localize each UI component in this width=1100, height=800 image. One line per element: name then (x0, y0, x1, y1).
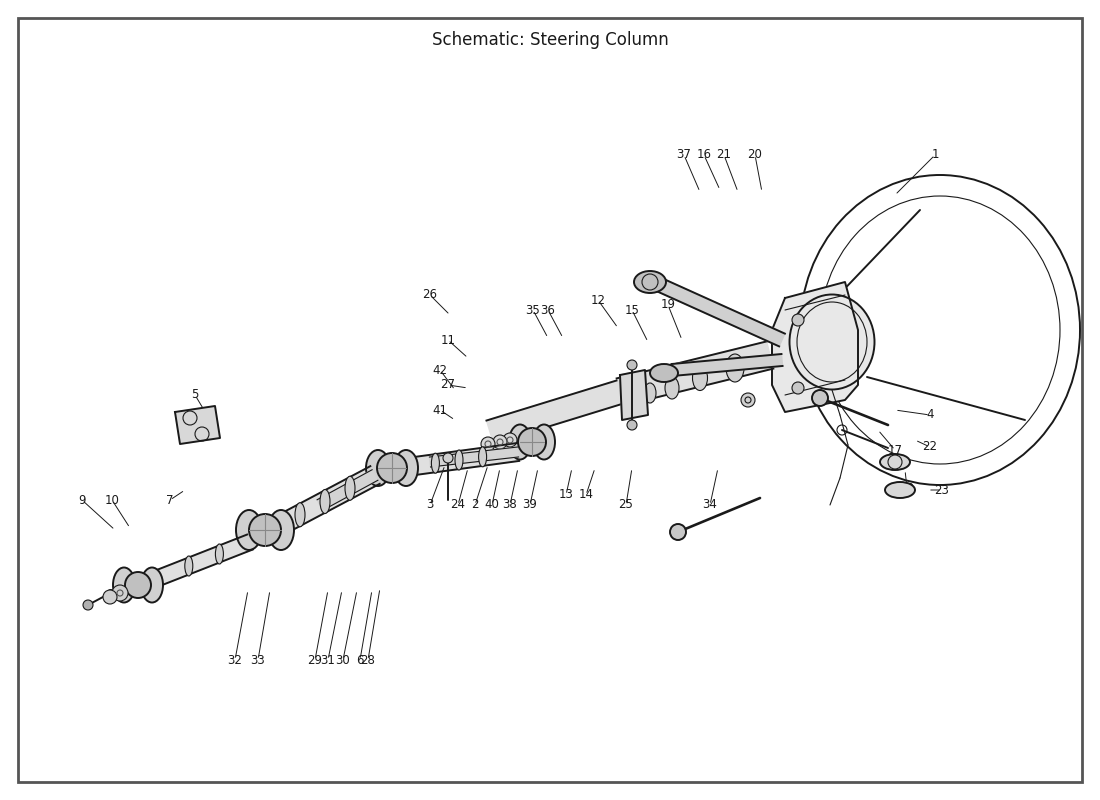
Text: 21: 21 (716, 149, 732, 162)
Circle shape (103, 590, 117, 604)
Text: 10: 10 (104, 494, 120, 506)
Circle shape (812, 390, 828, 406)
Text: 3: 3 (427, 498, 433, 511)
Text: 26: 26 (422, 289, 438, 302)
Ellipse shape (455, 450, 463, 470)
Polygon shape (772, 282, 858, 412)
Ellipse shape (509, 425, 531, 459)
Text: 14: 14 (579, 489, 594, 502)
Ellipse shape (880, 454, 910, 470)
Circle shape (493, 435, 507, 449)
Polygon shape (429, 447, 518, 467)
Circle shape (627, 360, 637, 370)
Text: 17: 17 (888, 443, 902, 457)
Circle shape (792, 382, 804, 394)
Text: 6: 6 (356, 654, 364, 666)
Ellipse shape (886, 482, 915, 498)
Text: 42: 42 (432, 363, 448, 377)
Text: 15: 15 (625, 303, 639, 317)
Polygon shape (317, 470, 378, 510)
Text: 39: 39 (522, 498, 538, 511)
Circle shape (670, 524, 686, 540)
Circle shape (481, 437, 495, 451)
Text: 2: 2 (471, 498, 478, 511)
Text: 38: 38 (503, 498, 517, 511)
Polygon shape (620, 370, 648, 420)
Text: 23: 23 (935, 483, 949, 497)
Ellipse shape (644, 383, 656, 403)
Text: 31: 31 (320, 654, 336, 666)
Ellipse shape (345, 476, 355, 500)
Ellipse shape (216, 544, 223, 564)
Text: 4: 4 (926, 409, 934, 422)
Text: 25: 25 (618, 498, 634, 511)
Polygon shape (175, 406, 220, 444)
Text: 30: 30 (336, 654, 351, 666)
Circle shape (792, 314, 804, 326)
Ellipse shape (236, 510, 262, 550)
Text: 34: 34 (703, 498, 717, 511)
Text: 35: 35 (526, 303, 540, 317)
Polygon shape (271, 466, 380, 537)
Text: 19: 19 (660, 298, 675, 311)
Polygon shape (671, 354, 782, 376)
Polygon shape (486, 381, 624, 443)
Text: 13: 13 (559, 489, 573, 502)
Circle shape (82, 600, 94, 610)
Polygon shape (657, 278, 785, 346)
Ellipse shape (666, 377, 679, 399)
Ellipse shape (650, 364, 678, 382)
Circle shape (503, 433, 517, 447)
Circle shape (443, 453, 453, 463)
Text: 24: 24 (451, 498, 465, 511)
Circle shape (249, 514, 280, 546)
Ellipse shape (295, 502, 305, 526)
Polygon shape (617, 342, 773, 406)
Circle shape (125, 572, 151, 598)
Text: Schematic: Steering Column: Schematic: Steering Column (431, 31, 669, 49)
Text: 29: 29 (308, 654, 322, 666)
Text: 33: 33 (251, 654, 265, 666)
Ellipse shape (394, 450, 418, 486)
Ellipse shape (185, 556, 192, 576)
Text: 7: 7 (166, 494, 174, 506)
Polygon shape (145, 534, 253, 590)
Circle shape (627, 420, 637, 430)
Text: 11: 11 (440, 334, 455, 346)
Text: 20: 20 (748, 149, 762, 162)
Ellipse shape (534, 425, 556, 459)
Circle shape (112, 585, 128, 601)
Text: 36: 36 (540, 303, 556, 317)
Text: 1: 1 (932, 149, 938, 162)
Text: 22: 22 (923, 441, 937, 454)
Text: 41: 41 (432, 403, 448, 417)
Text: 27: 27 (440, 378, 455, 391)
Text: 32: 32 (228, 654, 242, 666)
Text: 8: 8 (107, 589, 113, 602)
Text: 40: 40 (485, 498, 499, 511)
Ellipse shape (726, 354, 744, 382)
Ellipse shape (431, 453, 439, 473)
Circle shape (741, 393, 755, 407)
Polygon shape (399, 443, 519, 477)
Circle shape (377, 453, 407, 483)
Text: 18: 18 (900, 482, 914, 494)
Text: 5: 5 (191, 389, 199, 402)
Ellipse shape (634, 271, 665, 293)
Ellipse shape (366, 450, 390, 486)
Text: 28: 28 (361, 654, 375, 666)
Text: 12: 12 (591, 294, 605, 306)
Text: 16: 16 (696, 149, 712, 162)
Ellipse shape (790, 294, 874, 390)
Ellipse shape (478, 446, 486, 466)
Ellipse shape (141, 567, 163, 602)
Ellipse shape (268, 510, 294, 550)
Text: 9: 9 (78, 494, 86, 506)
Ellipse shape (320, 490, 330, 514)
Circle shape (518, 428, 546, 456)
Text: 37: 37 (676, 149, 692, 162)
Ellipse shape (693, 366, 707, 390)
Ellipse shape (113, 567, 135, 602)
